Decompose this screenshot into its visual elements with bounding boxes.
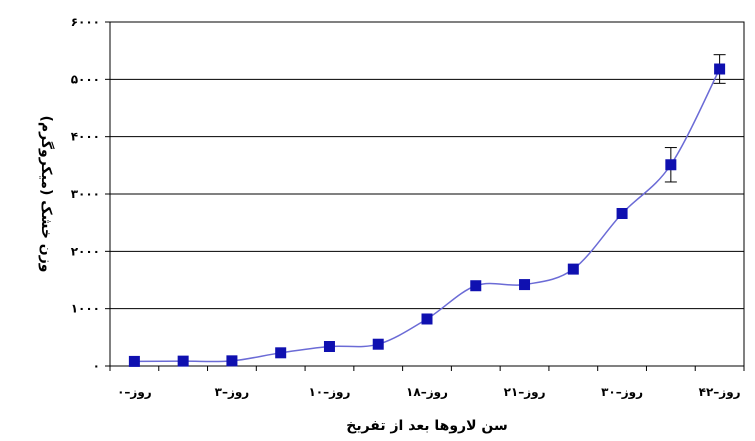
x-tick-label: روز–۲۱: [504, 385, 546, 400]
data-point: [665, 159, 677, 171]
data-point: [323, 341, 335, 353]
data-point: [470, 280, 482, 292]
data-point: [128, 355, 140, 367]
y-tick-label: ۵۰۰۰: [71, 72, 100, 86]
x-axis-title: سن لاروها بعد از تفریخ: [346, 418, 508, 434]
data-point: [177, 355, 189, 367]
x-tick-label: روز–۳۰: [601, 385, 643, 400]
x-tick-label: روز–۰: [117, 385, 152, 400]
y-axis: ۰ ۱۰۰۰ ۲۰۰۰ ۳۰۰۰ ۴۰۰۰ ۵۰۰۰ ۶۰۰۰: [71, 15, 110, 373]
data-point: [421, 313, 433, 325]
y-tick-label: ۳۰۰۰: [71, 187, 100, 201]
y-tick-label: ۲۰۰۰: [71, 244, 100, 258]
y-axis-title: وزن خشک (میکروگرم): [38, 116, 55, 273]
data-point: [714, 63, 726, 75]
y-tick-label: ۱۰۰۰: [71, 302, 100, 316]
x-tick-label: روز–۱۰: [308, 385, 350, 400]
y-tick-label: ۴۰۰۰: [71, 130, 100, 144]
x-axis: روز–۰ روز–۳ روز–۱۰ روز–۱۸ روز–۲۱ روز–۳۰ روز–۴۲: [109, 366, 745, 400]
x-tick-label: روز–۴۲: [699, 385, 741, 400]
grid-lines: [110, 78, 744, 310]
data-point: [519, 279, 531, 291]
y-tick-label: ۶۰۰۰: [71, 15, 100, 29]
data-point: [226, 355, 238, 367]
data-point: [616, 207, 628, 219]
x-tick-label: روز–۳: [215, 385, 250, 400]
data-point: [372, 338, 384, 350]
series-group: [128, 54, 726, 367]
y-tick-label: ۰: [93, 359, 100, 373]
data-point: [275, 347, 287, 359]
x-tick-label: روز–۱۸: [406, 385, 448, 400]
data-point: [567, 263, 579, 275]
